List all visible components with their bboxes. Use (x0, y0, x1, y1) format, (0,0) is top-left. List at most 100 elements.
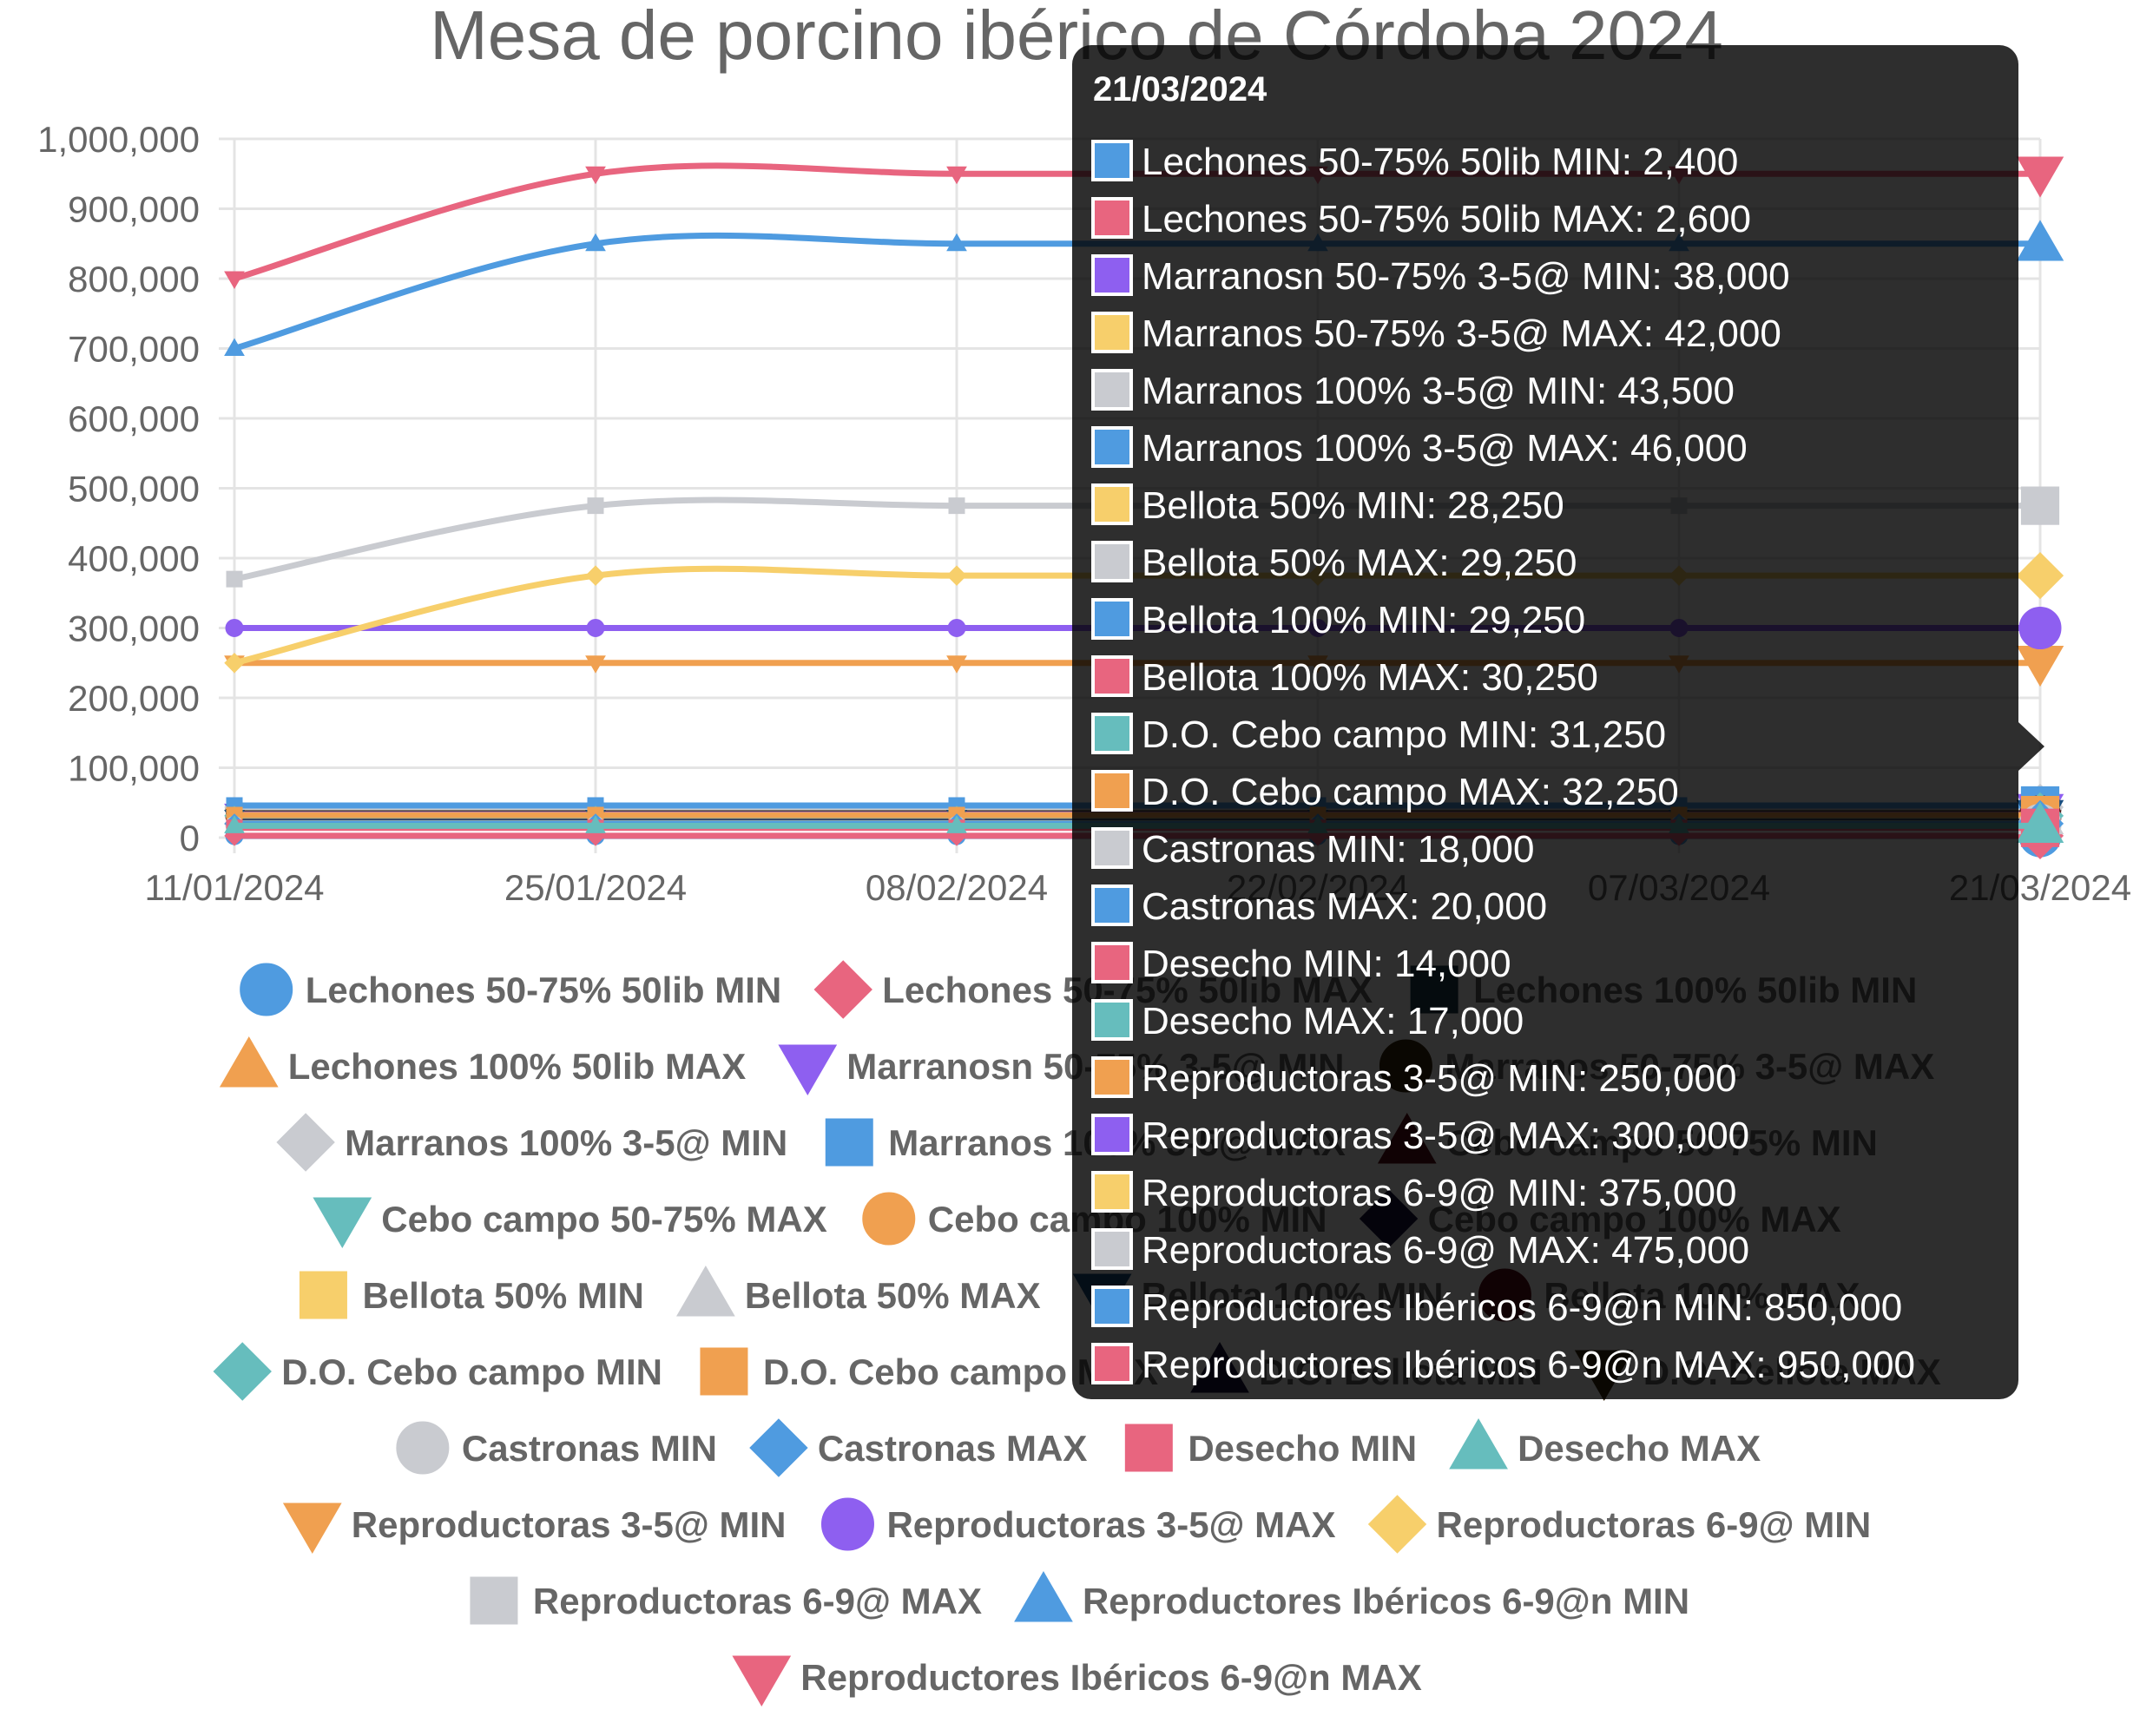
legend-item[interactable]: D.O. Cebo campo MIN (213, 1342, 662, 1401)
data-point (224, 271, 245, 289)
tooltip-item: Reproductores Ibéricos 6-9@n MIN: 850,00… (1142, 1286, 1902, 1329)
legend-label: Cebo campo 50-75% MAX (381, 1199, 826, 1240)
tooltip-item: Bellota 100% MIN: 29,250 (1142, 599, 1585, 641)
legend-marker (299, 1271, 347, 1319)
legend-label: Reproductoras 3-5@ MAX (886, 1504, 1335, 1545)
data-point (948, 497, 965, 515)
legend-label: Desecho MIN (1188, 1428, 1417, 1469)
tooltip-swatch (1091, 713, 1133, 754)
data-point (946, 233, 967, 252)
tooltip-item: D.O. Cebo campo MIN: 31,250 (1142, 713, 1666, 756)
legend-item[interactable]: Cebo campo 50-75% MAX (313, 1197, 827, 1248)
tooltip-swatch (1091, 1114, 1133, 1155)
tooltip-item: Marranosn 50-75% 3-5@ MIN: 38,000 (1142, 255, 1790, 298)
data-point (585, 565, 606, 586)
data-point (2016, 646, 2064, 687)
tooltip-swatch (1091, 312, 1133, 353)
tooltip-swatch (1091, 254, 1133, 296)
legend-marker (276, 1113, 335, 1172)
tooltip-swatch (1091, 426, 1133, 468)
legend-label: Reproductores Ibéricos 6-9@n MIN (1083, 1581, 1689, 1621)
x-tick-label: 11/01/2024 (144, 867, 324, 908)
legend-item[interactable]: Lechones 50-75% 50lib MIN (240, 963, 782, 1016)
tooltip-caret (2018, 722, 2044, 771)
tooltip-swatch (1091, 1343, 1133, 1384)
legend-label: Desecho MAX (1518, 1428, 1761, 1469)
legend-item[interactable]: Castronas MAX (749, 1418, 1087, 1477)
tooltip-swatch (1091, 541, 1133, 582)
y-tick-label: 600,000 (68, 398, 200, 439)
tooltip-item: Marranos 50-75% 3-5@ MAX: 42,000 (1142, 312, 1781, 355)
legend-label: D.O. Cebo campo MIN (281, 1351, 662, 1392)
data-point (586, 619, 605, 637)
legend-item[interactable]: Marranos 100% 3-5@ MIN (276, 1113, 787, 1172)
legend-item[interactable]: Reproductores Ibéricos 6-9@n MAX (732, 1655, 1422, 1706)
legend-item[interactable]: Castronas MIN (396, 1421, 717, 1475)
tooltip-swatch (1091, 827, 1133, 869)
legend-marker (396, 1421, 450, 1475)
data-point (585, 166, 606, 185)
tooltip-box (1072, 45, 2018, 1399)
x-tick-label: 25/01/2024 (504, 867, 687, 908)
legend-marker (1367, 1495, 1427, 1554)
data-point (946, 815, 967, 833)
tooltip-item: Reproductores Ibéricos 6-9@n MAX: 950,00… (1142, 1344, 1915, 1386)
legend-item[interactable]: Desecho MAX (1449, 1418, 1761, 1470)
legend-label: Lechones 100% 50lib MAX (288, 1046, 747, 1087)
y-tick-label: 0 (180, 818, 200, 858)
legend-item[interactable]: Reproductoras 3-5@ MIN (282, 1503, 787, 1554)
data-point (2016, 156, 2064, 198)
tooltip-swatch (1091, 483, 1133, 525)
legend-marker (1124, 1424, 1173, 1472)
tooltip-item: Marranos 100% 3-5@ MIN: 43,500 (1142, 370, 1735, 412)
tooltip-swatch (1091, 655, 1133, 697)
tooltip-item: Lechones 50-75% 50lib MIN: 2,400 (1142, 141, 1738, 183)
tooltip-item: D.O. Cebo campo MAX: 32,250 (1142, 771, 1679, 813)
data-point (2016, 801, 2064, 844)
legend-item[interactable]: Desecho MIN (1124, 1424, 1417, 1472)
tooltip-title: 21/03/2024 (1093, 70, 1267, 108)
data-point (2016, 220, 2064, 261)
tooltip-item: Reproductoras 6-9@ MAX: 475,000 (1142, 1229, 1749, 1272)
data-point (2018, 607, 2062, 649)
y-tick-label: 400,000 (68, 538, 200, 579)
data-point (585, 815, 606, 833)
legend-label: Marranos 100% 3-5@ MIN (345, 1122, 787, 1163)
legend-marker (470, 1576, 518, 1625)
legend-item[interactable]: Reproductoras 6-9@ MAX (470, 1576, 982, 1625)
legend-item[interactable]: Bellota 50% MIN (299, 1271, 644, 1319)
legend-item[interactable]: Lechones 100% 50lib MAX (219, 1036, 747, 1088)
legend-marker (1449, 1418, 1508, 1470)
legend-label: Castronas MIN (462, 1428, 717, 1469)
x-tick-label: 08/02/2024 (866, 867, 1048, 908)
tooltip-item: Reproductoras 6-9@ MIN: 375,000 (1142, 1172, 1736, 1214)
legend-label: Castronas MAX (818, 1428, 1087, 1469)
legend-marker (219, 1036, 279, 1088)
legend-item[interactable]: Reproductoras 6-9@ MIN (1367, 1495, 1872, 1554)
tooltip-item: Desecho MIN: 14,000 (1142, 943, 1511, 985)
legend-item[interactable]: Reproductores Ibéricos 6-9@n MIN (1014, 1571, 1689, 1622)
tooltip: 21/03/2024 Lechones 50-75% 50lib MIN: 2,4… (1072, 45, 2044, 1399)
legend-label: Lechones 50-75% 50lib MIN (306, 970, 782, 1010)
legend-marker (825, 1118, 873, 1167)
tooltip-swatch (1091, 942, 1133, 983)
y-axis: 0 100,000 200,000 300,000 400,000 500,000 600,… (37, 119, 200, 858)
data-point (224, 653, 245, 674)
y-tick-label: 500,000 (68, 469, 200, 510)
tooltip-swatch (1091, 770, 1133, 812)
data-point (226, 570, 243, 588)
tooltip-item: Marranos 100% 3-5@ MAX: 46,000 (1142, 427, 1748, 470)
y-tick-label: 800,000 (68, 259, 200, 299)
legend-marker (1014, 1571, 1073, 1622)
tooltip-item: Reproductoras 3-5@ MAX: 300,000 (1142, 1115, 1749, 1157)
legend-marker (240, 963, 293, 1016)
data-point (2020, 486, 2060, 525)
tooltip-item: Castronas MIN: 18,000 (1142, 828, 1534, 871)
data-point (946, 166, 967, 185)
legend-item[interactable]: Reproductoras 3-5@ MAX (820, 1497, 1336, 1551)
legend-marker (282, 1503, 342, 1554)
legend-item[interactable]: Bellota 50% MAX (676, 1266, 1041, 1317)
tooltip-swatch (1091, 1171, 1133, 1213)
tooltip-swatch (1091, 197, 1133, 239)
